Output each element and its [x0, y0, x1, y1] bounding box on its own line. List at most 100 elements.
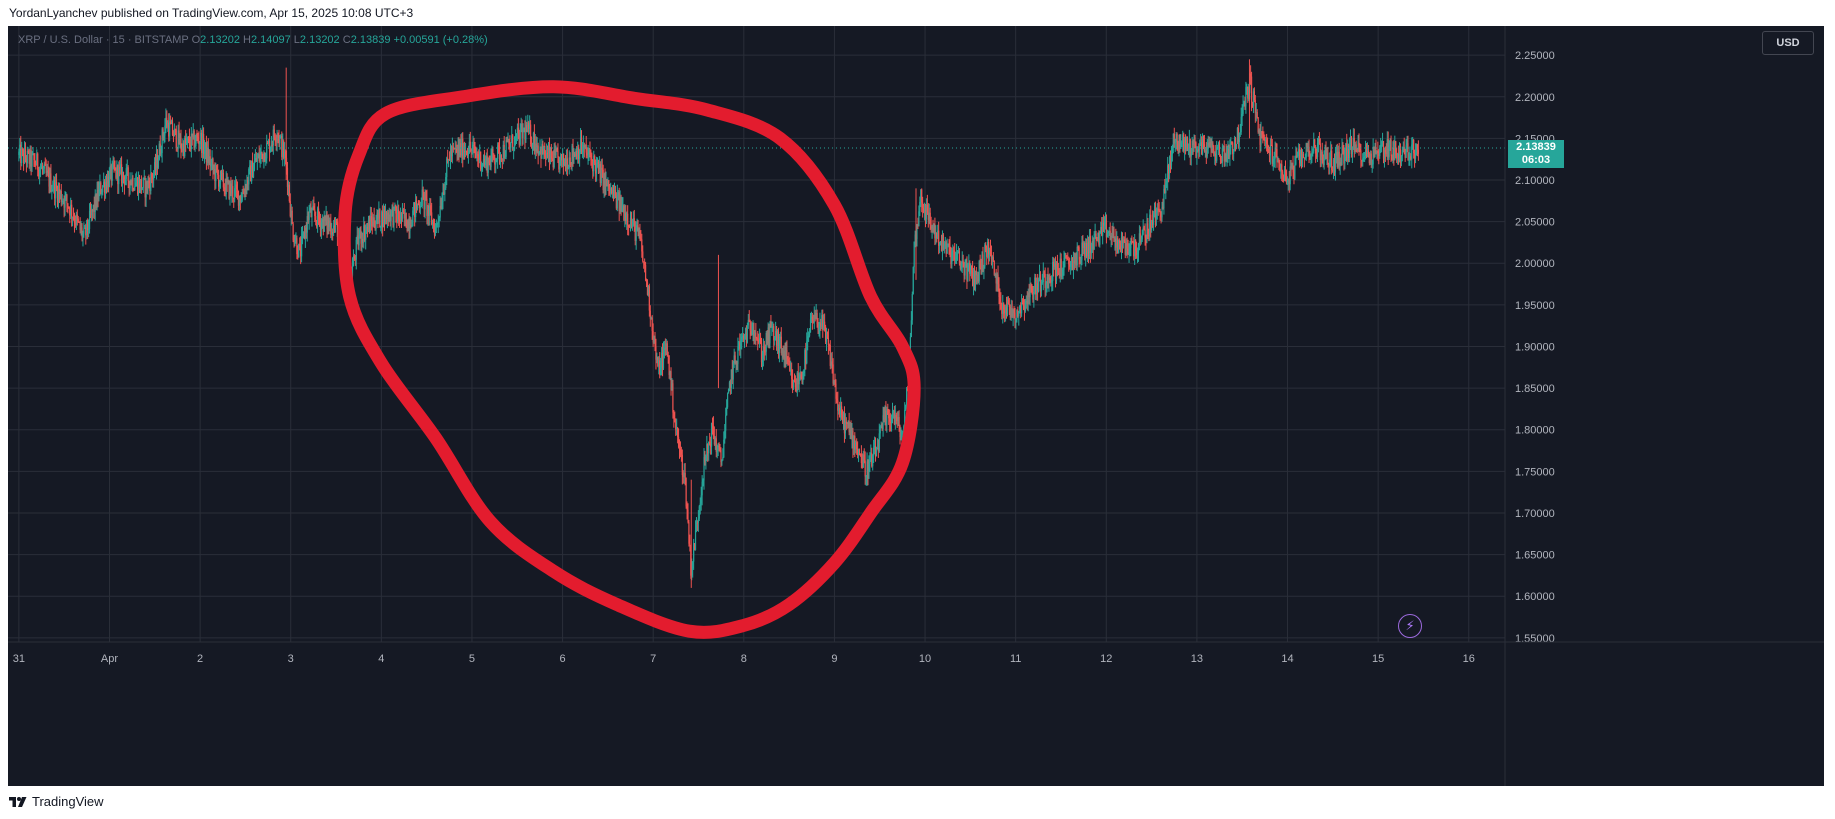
candle-body	[1037, 279, 1040, 292]
candle-body	[968, 262, 970, 266]
candle-body	[37, 153, 39, 170]
candle-body	[493, 154, 495, 159]
candle-body	[664, 348, 666, 350]
candle-body	[390, 210, 392, 222]
candle-body	[1137, 243, 1140, 253]
candle-body	[451, 146, 453, 157]
candle-body	[1210, 141, 1212, 149]
candle-body	[1221, 148, 1223, 163]
candle-body	[675, 422, 677, 430]
candle-body	[312, 205, 314, 210]
candle-body	[1053, 262, 1055, 267]
candle-body	[1369, 153, 1371, 164]
candle-body	[1309, 153, 1311, 159]
candle-body	[452, 146, 454, 148]
candle-body	[194, 143, 196, 149]
candle-body	[393, 206, 395, 226]
candle-body	[1359, 145, 1361, 151]
candle-body	[618, 192, 620, 212]
candle-body	[628, 226, 631, 228]
candle-body	[1157, 208, 1159, 210]
candle-body	[1343, 149, 1345, 164]
candle-body	[283, 141, 285, 158]
candle-body	[458, 144, 460, 155]
lightning-icon[interactable]: ⚡	[1398, 614, 1423, 638]
candle-body	[1019, 305, 1021, 312]
candle-body	[1023, 305, 1026, 312]
candle-body	[276, 135, 278, 142]
candle-body	[825, 336, 828, 342]
candle-body	[724, 430, 726, 440]
price-chart[interactable]: 2.250002.200002.150002.100002.050002.000…	[8, 26, 1824, 786]
candle-body	[1380, 144, 1382, 149]
candle-body	[938, 230, 940, 246]
candle-body	[170, 121, 173, 125]
chart-panel[interactable]: 2.250002.200002.150002.100002.050002.000…	[8, 26, 1824, 786]
candle-body	[668, 355, 670, 376]
candle-body	[964, 266, 966, 276]
y-tick-label: 1.60000	[1515, 591, 1555, 603]
candle-body	[851, 430, 853, 439]
candle-body	[558, 157, 560, 170]
legend-close-label: C	[342, 34, 351, 46]
candle-body	[416, 203, 419, 209]
candle-body	[775, 330, 778, 346]
candle-body	[529, 124, 531, 130]
candle-body	[1299, 148, 1301, 164]
candle-body	[1253, 91, 1255, 101]
candle-body	[1371, 164, 1373, 166]
candle-body	[81, 227, 83, 238]
candle-body	[284, 151, 287, 158]
candle-body	[1276, 149, 1278, 163]
candle-body	[634, 222, 636, 241]
candle-body	[389, 214, 391, 222]
candle-body	[1329, 159, 1331, 166]
candle-body	[822, 315, 824, 331]
candle-body	[279, 136, 281, 144]
candle-body	[747, 319, 749, 326]
candle-body	[443, 191, 445, 195]
candle-body	[1350, 136, 1353, 154]
candle-body	[1152, 214, 1155, 226]
candle-body	[645, 280, 648, 282]
candle-body	[608, 180, 610, 189]
candle-body	[1033, 293, 1035, 300]
currency-button[interactable]: USD	[1762, 31, 1814, 55]
candle-body	[520, 124, 522, 128]
candle-body	[789, 362, 791, 372]
candle-body	[231, 186, 233, 194]
candle-body	[1123, 239, 1125, 242]
candle-body	[1170, 154, 1173, 166]
candle-body	[58, 189, 60, 194]
candle-body	[147, 180, 149, 191]
candle-body	[1280, 164, 1282, 172]
candle-body	[190, 133, 192, 149]
candle-body	[1005, 306, 1008, 315]
candle-body	[176, 148, 178, 150]
candle-body	[111, 164, 113, 181]
candle-body	[215, 165, 217, 182]
candle-body	[51, 189, 53, 192]
candle-body	[1304, 157, 1306, 159]
candle-body	[986, 248, 988, 257]
candle-body	[1185, 143, 1188, 149]
candle-body	[292, 223, 294, 241]
candle-body	[983, 266, 985, 271]
candle-body	[165, 117, 167, 126]
candle-body	[554, 149, 556, 156]
candle-body	[1073, 260, 1075, 264]
candle-body	[1281, 164, 1283, 172]
candle-body	[1098, 232, 1100, 245]
candle-body	[918, 211, 920, 227]
candle-body	[1308, 146, 1310, 154]
candle-body	[411, 225, 413, 228]
candle-body	[238, 195, 241, 206]
candle-body	[1360, 150, 1362, 160]
candle-body	[505, 140, 507, 157]
candle-body	[1342, 145, 1344, 150]
candle-body	[1233, 138, 1236, 150]
candle-body	[288, 184, 290, 202]
candle-body	[1392, 147, 1394, 161]
candle-body	[1093, 234, 1095, 250]
candle-body	[1076, 246, 1078, 266]
